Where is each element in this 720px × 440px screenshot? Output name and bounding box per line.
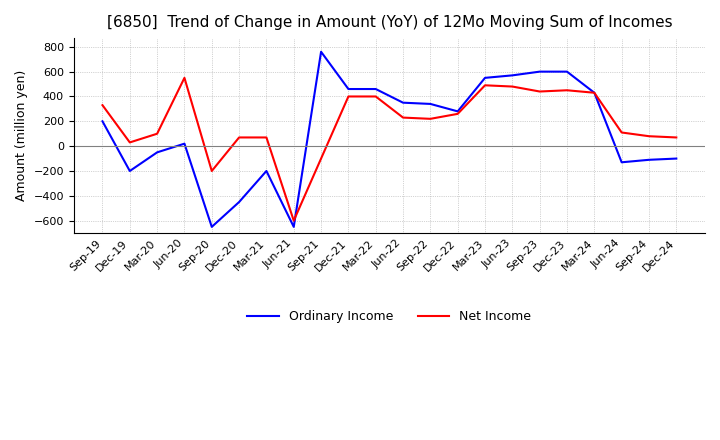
Ordinary Income (235, 199, 243, 205)
Net Income (508, 84, 517, 89)
Net Income (289, 218, 298, 223)
Ordinary Income (590, 90, 598, 95)
Net Income (536, 89, 544, 94)
Ordinary Income (289, 224, 298, 230)
Ordinary Income (617, 160, 626, 165)
Line: Ordinary Income: Ordinary Income (102, 52, 676, 227)
Ordinary Income (672, 156, 680, 161)
Ordinary Income (344, 86, 353, 92)
Net Income (317, 156, 325, 161)
Y-axis label: Amount (million yen): Amount (million yen) (15, 70, 28, 201)
Net Income (262, 135, 271, 140)
Net Income (644, 134, 653, 139)
Net Income (125, 140, 134, 145)
Ordinary Income (454, 109, 462, 114)
Net Income (98, 103, 107, 108)
Ordinary Income (372, 86, 380, 92)
Net Income (617, 130, 626, 135)
Net Income (481, 83, 490, 88)
Net Income (153, 131, 161, 136)
Legend: Ordinary Income, Net Income: Ordinary Income, Net Income (243, 305, 536, 328)
Ordinary Income (426, 101, 435, 106)
Ordinary Income (125, 169, 134, 174)
Ordinary Income (153, 150, 161, 155)
Net Income (180, 75, 189, 81)
Net Income (399, 115, 408, 120)
Ordinary Income (262, 169, 271, 174)
Net Income (235, 135, 243, 140)
Ordinary Income (98, 119, 107, 124)
Ordinary Income (317, 49, 325, 55)
Net Income (454, 111, 462, 117)
Net Income (344, 94, 353, 99)
Ordinary Income (180, 141, 189, 147)
Ordinary Income (481, 75, 490, 81)
Ordinary Income (399, 100, 408, 105)
Ordinary Income (563, 69, 572, 74)
Ordinary Income (644, 157, 653, 162)
Title: [6850]  Trend of Change in Amount (YoY) of 12Mo Moving Sum of Incomes: [6850] Trend of Change in Amount (YoY) o… (107, 15, 672, 30)
Net Income (426, 116, 435, 121)
Ordinary Income (536, 69, 544, 74)
Net Income (563, 88, 572, 93)
Net Income (590, 90, 598, 95)
Ordinary Income (207, 224, 216, 230)
Net Income (372, 94, 380, 99)
Net Income (207, 169, 216, 174)
Line: Net Income: Net Income (102, 78, 676, 220)
Ordinary Income (508, 73, 517, 78)
Net Income (672, 135, 680, 140)
